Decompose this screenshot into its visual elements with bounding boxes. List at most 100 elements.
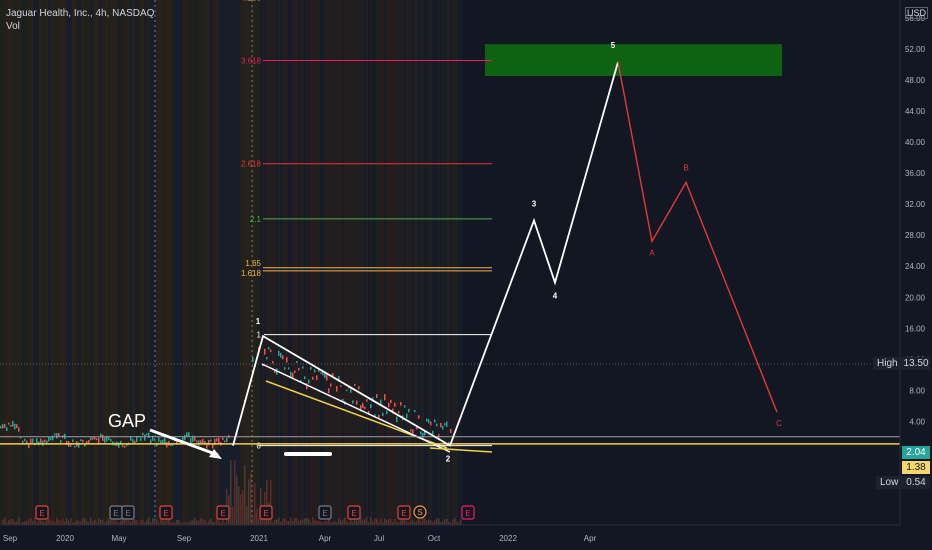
bg-stripe [374,0,376,525]
volume-bar [430,520,432,525]
bg-stripe [436,0,438,525]
candle [392,408,394,414]
candle [292,372,294,379]
bg-stripe [314,0,316,525]
volume-bar [130,521,132,525]
candle [94,437,96,440]
candle [154,438,156,441]
bg-stripe [330,0,332,525]
bg-stripe [87,0,90,525]
volume-bar [144,522,146,525]
bg-stripe [264,0,266,525]
bg-stripe [414,0,416,525]
bg-stripe [360,0,362,525]
bg-stripe [90,0,93,525]
fib-label-1-65: 1.65 [245,259,261,268]
volume-bar [248,479,250,525]
bg-stripe [260,0,262,525]
volume-bar [108,518,110,525]
candle [130,435,132,441]
volume-bar [162,519,164,525]
volume-bar [306,517,308,525]
wave-label-B: B [683,163,688,172]
earnings-marker[interactable]: E [397,505,411,520]
candle [24,438,26,442]
symbol-title[interactable]: Jaguar Health, Inc., 4h, NASDAQ [6,8,155,19]
candle [424,430,426,436]
earnings-marker[interactable]: E [216,505,230,520]
earnings-marker[interactable]: E [461,505,475,520]
candle [384,394,386,401]
wave-label-A: A [649,248,655,257]
candle [164,437,166,444]
volume-bar [460,519,462,525]
bg-stripe [292,0,294,525]
bg-stripe [138,0,141,525]
bg-stripe [66,0,69,525]
earnings-marker[interactable]: E [159,505,173,520]
earnings-marker[interactable]: E [259,505,273,520]
candle [396,416,398,423]
last-price-green-badge: 2.04 [902,446,930,459]
earnings-marker[interactable]: E [347,505,361,520]
bg-stripe [394,0,396,525]
earnings-marker[interactable]: E [109,505,123,520]
candle [54,433,56,436]
bg-stripe [386,0,388,525]
target-zone [485,44,782,76]
currency-label[interactable]: USD [904,7,928,19]
volume-bar [114,517,116,525]
candle [322,370,324,376]
volume-bar [218,520,220,525]
volume-bar [34,517,36,525]
bg-stripe [284,0,286,525]
bg-stripe [348,0,350,525]
candle [386,410,388,415]
volume-bar [200,518,202,525]
bg-stripe [129,0,132,525]
bg-stripe [6,0,9,525]
candle [176,440,178,445]
candle [84,443,86,447]
volume-bar [338,517,340,525]
candle [144,434,146,441]
volume-bar [222,518,224,525]
earnings-marker-text: E [263,509,268,518]
candle [414,409,416,413]
volume-bars [2,460,462,525]
candle [100,433,102,438]
earnings-marker[interactable]: E [35,505,49,520]
bg-stripe [54,0,57,525]
bg-stripe [63,0,66,525]
volume-bar [336,522,338,525]
candle [136,435,138,443]
volume-bar [304,518,306,525]
volume-bar [170,522,172,525]
volume-bar [188,522,190,525]
volume-bar [312,517,314,525]
indicator-label[interactable]: Vol [6,21,20,32]
volume-bar [370,517,372,525]
wave-label-2: 2 [446,455,451,464]
bg-stripe [21,0,24,525]
bg-stripe [384,0,386,525]
wave-label-3: 3 [532,199,537,208]
volume-bar [14,521,16,525]
bg-stripe [27,0,30,525]
volume-bar [402,519,404,525]
bg-stripe [392,0,394,525]
earnings-marker[interactable]: E [318,505,332,520]
volume-bar [244,465,246,525]
volume-bar [454,517,456,525]
volume-bar [46,520,48,525]
dividend-marker[interactable]: S [413,505,427,519]
volume-bar [134,519,136,525]
candle [398,411,400,414]
volume-bar [154,517,156,525]
event-markers[interactable]: E E E E E E E E E ES [35,505,475,520]
volume-bar [280,521,282,525]
candle [102,434,104,441]
earnings-marker-text: E [465,509,470,518]
candle [0,425,2,429]
earnings-marker[interactable]: E [121,505,135,520]
